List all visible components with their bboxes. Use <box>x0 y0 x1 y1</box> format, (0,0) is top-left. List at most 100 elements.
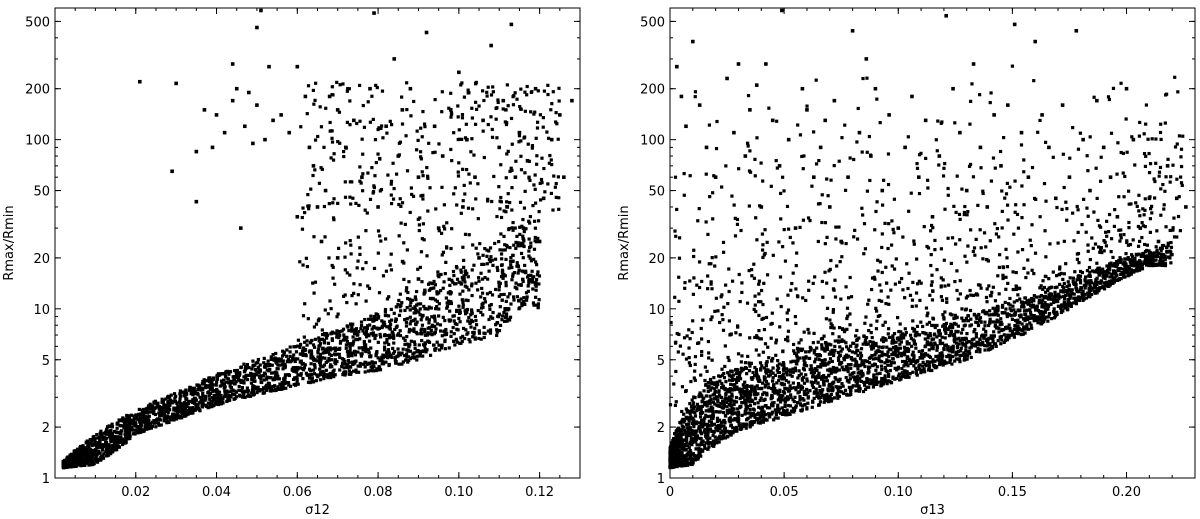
data-point <box>1041 298 1045 302</box>
data-point <box>489 115 493 119</box>
data-point <box>147 406 151 411</box>
data-point <box>170 169 174 174</box>
data-point <box>145 427 149 431</box>
data-point <box>896 336 900 340</box>
data-point <box>519 139 523 143</box>
data-point <box>342 357 346 362</box>
data-point <box>1111 276 1116 281</box>
data-point <box>316 134 320 139</box>
data-point <box>295 64 300 69</box>
data-point <box>226 399 230 403</box>
data-point <box>359 181 363 185</box>
data-point <box>281 359 285 363</box>
data-point <box>1008 326 1012 330</box>
data-point <box>194 398 198 402</box>
data-point <box>986 337 991 341</box>
data-point <box>88 457 92 461</box>
data-point <box>430 325 434 329</box>
data-point <box>531 287 535 291</box>
data-point <box>124 423 128 427</box>
data-point <box>166 410 170 415</box>
data-point <box>362 326 367 330</box>
data-point <box>499 252 504 256</box>
data-point <box>83 463 87 467</box>
data-point <box>549 137 554 142</box>
data-point <box>541 116 545 120</box>
data-point <box>440 185 444 189</box>
data-point <box>758 361 763 365</box>
data-point <box>799 408 803 413</box>
data-point <box>444 327 448 332</box>
data-point <box>104 428 109 432</box>
data-point <box>481 305 485 309</box>
data-point <box>148 410 152 414</box>
data-point <box>389 201 394 206</box>
data-point <box>527 159 531 163</box>
data-point <box>897 372 901 376</box>
data-point <box>250 377 254 381</box>
data-point <box>784 370 789 374</box>
data-point <box>141 407 145 412</box>
data-point <box>772 383 776 387</box>
data-point <box>437 314 441 318</box>
data-point <box>265 376 269 380</box>
data-point <box>680 450 684 454</box>
data-point <box>444 260 448 264</box>
data-point <box>849 366 853 370</box>
data-point <box>304 256 308 260</box>
data-point <box>305 339 309 343</box>
data-point <box>328 299 332 303</box>
data-point <box>178 392 182 396</box>
data-point <box>322 371 326 376</box>
data-point <box>497 288 501 292</box>
data-point <box>1018 328 1022 332</box>
data-point <box>379 124 384 128</box>
data-point <box>534 303 538 307</box>
data-point <box>178 389 183 393</box>
data-point <box>184 409 189 413</box>
data-point <box>1069 301 1073 306</box>
data-point <box>524 291 529 295</box>
data-point <box>824 375 828 380</box>
data-point <box>509 116 514 121</box>
data-point <box>451 325 455 330</box>
data-point <box>262 378 266 382</box>
data-point <box>385 340 389 344</box>
data-point <box>487 258 491 262</box>
data-point <box>483 246 487 251</box>
data-point <box>690 443 694 447</box>
data-point <box>419 318 423 322</box>
data-point <box>504 280 508 284</box>
data-point <box>814 379 818 383</box>
data-point <box>710 429 714 433</box>
data-point <box>329 375 333 380</box>
data-point <box>1119 266 1123 271</box>
data-point <box>204 379 208 383</box>
data-point <box>415 358 419 362</box>
data-point <box>171 412 175 416</box>
data-point <box>417 343 421 347</box>
data-point <box>452 131 456 135</box>
data-point <box>209 379 213 383</box>
data-point <box>541 196 546 201</box>
data-point <box>528 214 533 219</box>
data-point <box>173 399 178 404</box>
data-point <box>311 343 316 347</box>
data-point <box>352 339 356 343</box>
data-point <box>105 446 109 451</box>
data-point <box>347 87 351 91</box>
data-point <box>1135 260 1139 264</box>
data-point <box>276 367 280 371</box>
data-point <box>204 385 208 390</box>
data-point <box>743 380 747 384</box>
data-point <box>405 305 409 310</box>
data-point <box>1065 290 1070 295</box>
data-point <box>540 181 544 185</box>
data-point <box>455 340 460 344</box>
data-point <box>198 409 202 413</box>
data-point <box>296 382 300 386</box>
data-point <box>449 301 453 305</box>
data-point <box>547 161 551 165</box>
data-point <box>73 463 77 467</box>
data-point <box>364 260 368 265</box>
